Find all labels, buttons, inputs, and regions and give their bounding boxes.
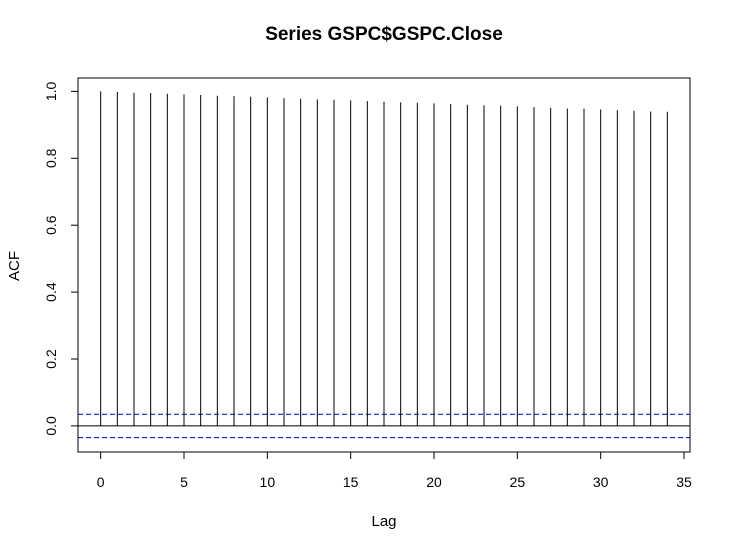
y-tick-label: 0.8	[43, 148, 59, 168]
x-axis-label: Lag	[371, 513, 396, 530]
acf-bars	[100, 91, 668, 426]
x-tick-label: 0	[97, 474, 105, 490]
x-tick-label: 25	[510, 474, 526, 490]
x-tick-label: 20	[426, 474, 442, 490]
x-tick-label: 10	[260, 474, 276, 490]
y-tick-label: 0.6	[43, 215, 59, 235]
y-axis-label: ACF	[6, 251, 23, 281]
x-tick-label: 5	[180, 474, 188, 490]
chart-title: Series GSPC$GSPC.Close	[265, 24, 503, 45]
x-tick-label: 30	[593, 474, 609, 490]
x-axis: 0 5 10 15 20 25 30 35	[97, 451, 692, 490]
x-tick-label: 15	[343, 474, 359, 490]
y-tick-label: 1.0	[43, 81, 59, 101]
y-tick-label: 0.4	[43, 282, 59, 302]
y-axis: 0.0 0.2 0.4 0.6 0.8 1.0	[43, 81, 79, 436]
x-tick-label: 35	[676, 474, 692, 490]
y-tick-label: 0.2	[43, 349, 59, 369]
y-tick-label: 0.0	[43, 416, 59, 436]
